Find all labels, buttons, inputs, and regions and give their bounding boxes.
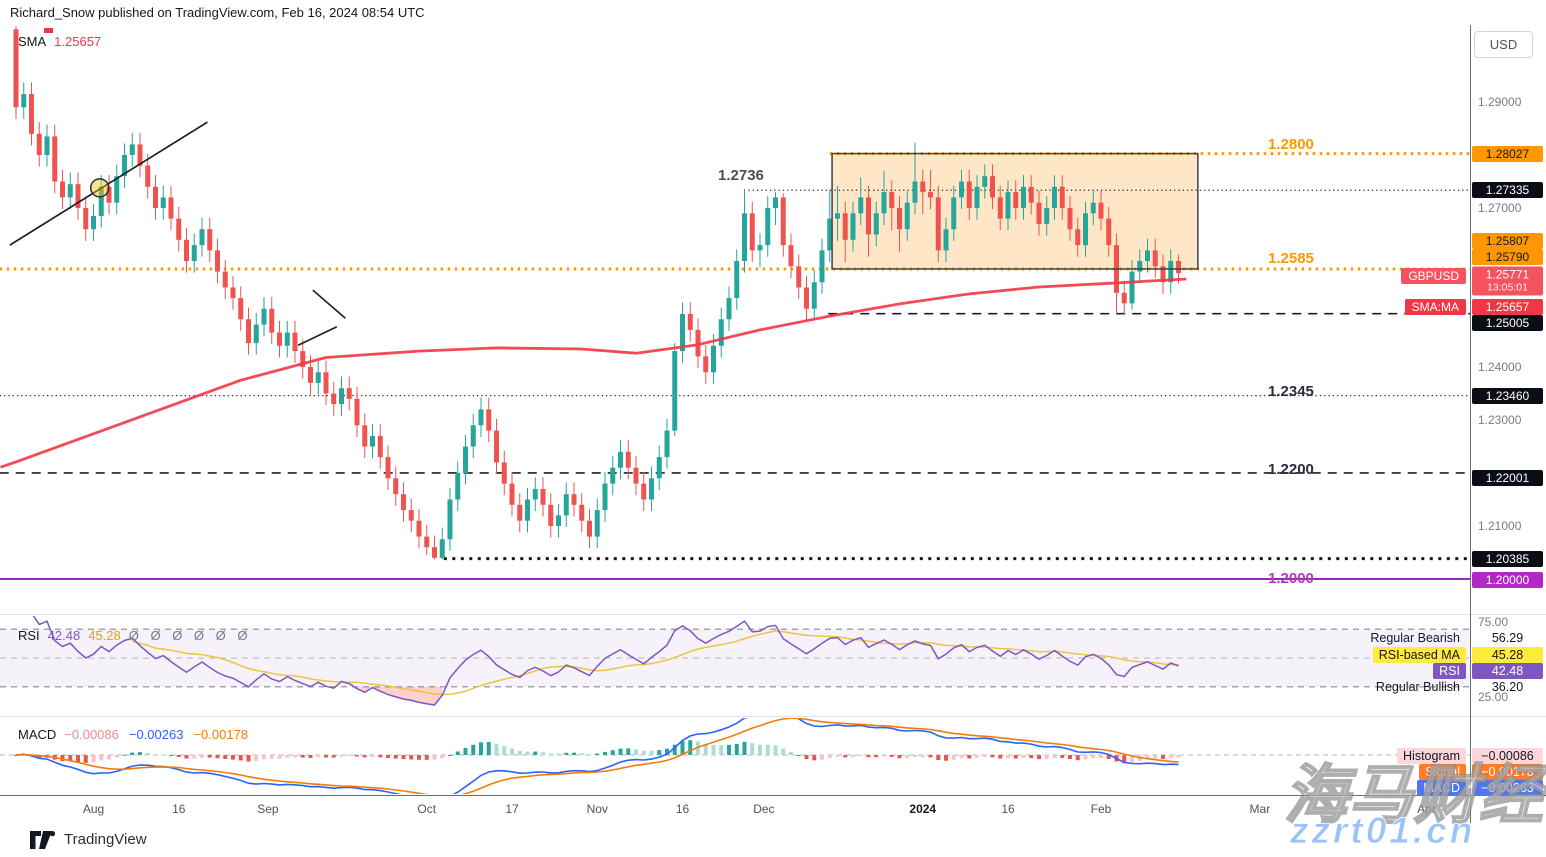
- time-tick-Nov: Nov: [586, 802, 608, 816]
- sma-line-layer: [0, 277, 1187, 469]
- watermark-cn-text: 海马财经: [1283, 758, 1544, 832]
- macd-legend-label: MACD: [18, 727, 57, 742]
- price-axis-badge-1.25807: 1.25807: [1472, 233, 1543, 249]
- macd-legend-signal-value: −0.00178: [193, 727, 249, 742]
- time-tick-Apr: Apr: [1417, 802, 1436, 816]
- level-label-1.2345: 1.2345: [1268, 383, 1314, 400]
- rsi-regular-bullish-label: Regular Bullish: [1375, 680, 1460, 694]
- pane-separator-macd[interactable]: [0, 716, 1546, 717]
- macd-layer: [14, 718, 1181, 794]
- rsi-regular-bearish-label: Regular Bearish: [1370, 631, 1460, 645]
- rsi-row-label: RSI: [1433, 663, 1466, 679]
- rsi-axis-top-label: 75.00: [1478, 615, 1509, 629]
- currency-usd-button[interactable]: USD: [1474, 31, 1533, 58]
- price-axis-badge-1.23460: 1.23460: [1472, 388, 1543, 404]
- time-tick-Feb: Feb: [1090, 802, 1112, 816]
- rsi-regular-bearish-value: 56.29: [1491, 631, 1524, 645]
- tradingview-logo-icon[interactable]: [30, 831, 56, 849]
- watermark-site-text: zzrt01.cn: [1289, 810, 1476, 852]
- rsi-based-ma-label: RSI-based MA: [1372, 647, 1466, 663]
- symbol-tag: GBPUSD: [1401, 268, 1466, 284]
- price-axis-border: [1470, 25, 1471, 823]
- level-label-1.2736: 1.2736: [718, 167, 764, 184]
- rsi-legend-label: RSI: [18, 628, 40, 643]
- price-axis-badge-1.27335: 1.27335: [1472, 182, 1543, 198]
- time-tick-Mar: Mar: [1249, 802, 1271, 816]
- circle-annotation: [89, 178, 110, 198]
- sma-legend: SMA 1.25657: [18, 34, 101, 49]
- consolidation-box-border: [831, 152, 1199, 270]
- time-axis-border: [0, 795, 1546, 796]
- publish-info: Richard_Snow published on TradingView.co…: [10, 5, 425, 20]
- time-tick-16: 16: [675, 802, 690, 816]
- macd-legend: MACD −0.00086 −0.00263 −0.00178: [18, 727, 248, 742]
- rsi-based-ma-value: 45.28: [1472, 647, 1543, 663]
- candles-layer: [13, 26, 1181, 560]
- header-bar: Richard_Snow published on TradingView.co…: [0, 0, 1546, 25]
- price-axis-badge-1.25771: 1.25771 13:05:01: [1472, 266, 1543, 296]
- pane-separator-rsi[interactable]: [0, 614, 1546, 615]
- rsi-legend-value: 42.48: [47, 628, 81, 643]
- time-tick-Sep: Sep: [257, 802, 279, 816]
- price-axis-badge-1.28027: 1.28027: [1472, 146, 1543, 162]
- level-label-1.2585: 1.2585: [1268, 250, 1314, 267]
- price-axis-label-1.24000: 1.24000: [1478, 360, 1522, 374]
- macd-histogram-value: −0.00086: [1472, 748, 1543, 764]
- time-tick-2024: 2024: [909, 802, 937, 816]
- trendline: [9, 121, 208, 246]
- time-tick-Aug: Aug: [82, 802, 105, 816]
- pennant-line-0: [312, 289, 346, 319]
- macd-legend-hist-value: −0.00086: [64, 727, 119, 742]
- rsi-legend-empty-params: Ø Ø Ø Ø Ø Ø: [128, 628, 252, 643]
- macd-line-value: −0.00263: [1472, 780, 1543, 796]
- price-axis-label-1.27000: 1.27000: [1478, 201, 1522, 215]
- macd-signal-label: Signal: [1419, 764, 1466, 780]
- price-axis-label-1.29000: 1.29000: [1478, 95, 1522, 109]
- macd-signal-value: −0.00178: [1472, 764, 1543, 780]
- price-axis-label-1.21000: 1.21000: [1478, 519, 1522, 533]
- level-label-1.2200: 1.2200: [1268, 461, 1314, 478]
- macd-line-label: MACD: [1417, 780, 1466, 796]
- price-axis-badge-1.22001: 1.22001: [1472, 470, 1543, 486]
- consolidation-box-fill: [832, 153, 1198, 269]
- clipped-bar-marker: [44, 28, 53, 33]
- time-tick-16: 16: [172, 802, 186, 816]
- level-label-1.2800: 1.2800: [1268, 136, 1314, 153]
- price-axis-badge-1.25005: 1.25005: [1472, 315, 1543, 331]
- time-tick-Dec: Dec: [753, 802, 775, 816]
- sma-legend-label: SMA: [18, 34, 47, 49]
- price-axis-label-1.23000: 1.23000: [1478, 413, 1522, 427]
- rsi-legend-ma-value: 45.28: [88, 628, 121, 643]
- time-tick-17: 17: [505, 802, 519, 816]
- price-axis-badge-1.25657: 1.25657: [1472, 299, 1543, 315]
- sma-legend-value: 1.25657: [54, 34, 102, 49]
- sma-ma-tag: SMA:MA: [1404, 299, 1466, 315]
- level-label-1.2000: 1.2000: [1268, 570, 1314, 587]
- pennant-line-1: [297, 325, 338, 346]
- rsi-regular-bullish-value: 36.20: [1491, 680, 1524, 694]
- macd-histogram-label: Histogram: [1397, 748, 1466, 764]
- price-axis-badge-1.20385: 1.20385: [1472, 551, 1543, 567]
- price-axis-badge-1.25790: 1.25790: [1472, 249, 1543, 265]
- tradingview-brand-text[interactable]: TradingView: [64, 831, 147, 848]
- time-tick-Oct: Oct: [417, 802, 437, 816]
- price-axis-badge-1.20000: 1.20000: [1472, 572, 1543, 588]
- rsi-layer: [32, 616, 1179, 706]
- rsi-row-value: 42.48: [1472, 663, 1543, 679]
- rsi-legend: RSI 42.48 45.28 Ø Ø Ø Ø Ø Ø: [18, 628, 252, 643]
- macd-legend-macd-value: −0.00263: [128, 727, 184, 742]
- time-tick-16: 16: [1001, 802, 1015, 816]
- footer-bar: TradingView: [0, 823, 1546, 857]
- currency-usd-label: USD: [1489, 37, 1518, 52]
- rsi-axis-bottom-label: 25.00: [1478, 690, 1509, 704]
